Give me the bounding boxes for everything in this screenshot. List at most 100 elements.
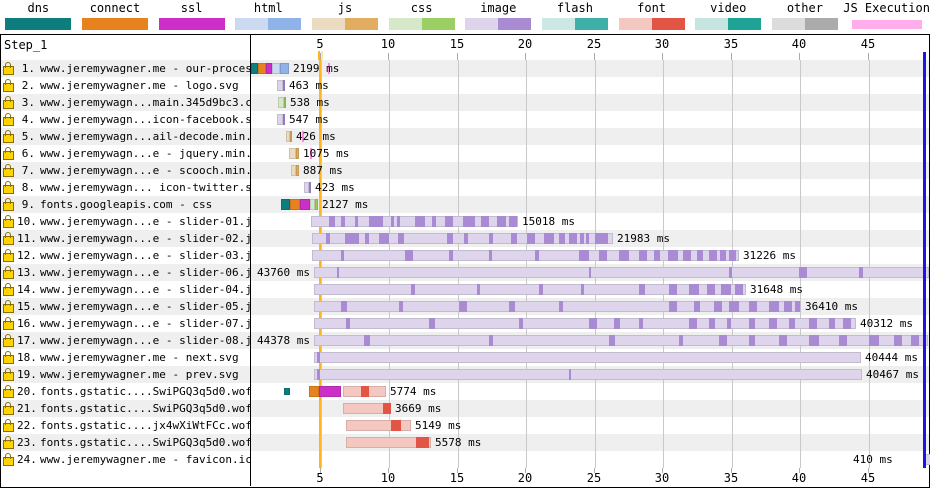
request-bar-area[interactable]: 3669 ms — [251, 400, 929, 417]
request-bar-area[interactable]: 2127 ms — [251, 196, 929, 213]
request-time-value: 410 ms — [853, 453, 893, 466]
legend-swatch-html — [235, 18, 302, 30]
request-label-cell[interactable]: 10. www.jeremywagn...e - slider-01.jpg — [1, 213, 251, 230]
request-url-label: fonts.googleapis.com - css — [40, 198, 213, 211]
request-label-cell[interactable]: 7. www.jeremywagn...e - scooch.min.js — [1, 162, 251, 179]
request-row-22: 22. fonts.gstatic....jx4wXiWtFCc.woff2 514… — [1, 417, 929, 434]
request-bar-area[interactable]: 5578 ms — [251, 434, 929, 451]
request-label-cell[interactable]: 12. www.jeremywagn...e - slider-03.jpg — [1, 247, 251, 264]
bar-segment-css1 — [278, 97, 284, 108]
bar-download-chunk — [463, 216, 475, 227]
request-bar-area[interactable]: 426 ms — [251, 128, 929, 145]
request-number: 10. — [17, 215, 37, 228]
request-bar-area[interactable]: 410 ms — [251, 451, 930, 468]
request-bar-area[interactable]: 40312 ms — [251, 315, 929, 332]
axis-tick-mark — [662, 53, 663, 60]
lock-icon — [3, 95, 14, 109]
bar-segment-js2 — [296, 148, 299, 159]
request-label-cell[interactable]: 17. www.jeremywagn...e - slider-08.jpg — [1, 332, 251, 349]
request-label-cell[interactable]: 15. www.jeremywagn...e - slider-05.jpg — [1, 298, 251, 315]
bar-download-chunk — [619, 250, 629, 261]
bar-segment-css1 — [310, 199, 315, 210]
request-label-cell[interactable]: 14. www.jeremywagn...e - slider-04.jpg — [1, 281, 251, 298]
request-label-cell[interactable]: 8. www.jeremywagn... icon-twitter.svg — [1, 179, 251, 196]
bar-download-chunk — [689, 318, 697, 329]
bar-download-chunk — [345, 233, 359, 244]
request-bar-area[interactable]: 43760 ms — [251, 264, 929, 281]
request-row-24: 24. www.jeremywagner.me - favicon.ico 410 … — [1, 451, 930, 468]
request-bar-area[interactable]: 463 ms — [251, 77, 929, 94]
bar-download-chunk — [809, 335, 819, 346]
request-number: 15. — [17, 300, 37, 313]
request-label-cell[interactable]: 4. www.jeremywagn...icon-facebook.svg — [1, 111, 251, 128]
request-time-value: 31226 ms — [743, 249, 796, 262]
bar-segment-img1 — [311, 216, 518, 227]
request-label-cell[interactable]: 21. fonts.gstatic....SwiPGQ3q5d0.woff2 — [1, 400, 251, 417]
axis-tick-mark — [868, 468, 869, 473]
request-bar-area[interactable]: 40444 ms — [251, 349, 929, 366]
bar-segment-css2 — [284, 97, 286, 108]
lock-icon — [3, 61, 14, 75]
request-bar-area[interactable]: 538 ms — [251, 94, 929, 111]
legend-item-label: image — [480, 1, 517, 15]
request-label-cell[interactable]: 16. www.jeremywagn...e - slider-07.jpg — [1, 315, 251, 332]
legend-swatch-js — [311, 18, 378, 30]
bar-download-chunk — [569, 369, 571, 380]
request-bar-area[interactable]: 1075 ms — [251, 145, 929, 162]
request-label-cell[interactable]: 22. fonts.gstatic....jx4wXiWtFCc.woff2 — [1, 417, 251, 434]
request-bar-area[interactable]: 2199 ms — [251, 60, 929, 77]
request-bar-area[interactable]: 44378 ms — [251, 332, 929, 349]
request-label-cell[interactable]: 9. fonts.googleapis.com - css — [1, 196, 251, 213]
request-label-cell[interactable]: 13. www.jeremywagn...e - slider-06.jpg — [1, 264, 251, 281]
request-number: 8. — [21, 181, 35, 194]
bar-download-chunk — [365, 233, 369, 244]
request-time-value: 423 ms — [315, 181, 355, 194]
request-bar-area[interactable]: 40467 ms — [251, 366, 929, 383]
request-label-cell[interactable]: 19. www.jeremywagner.me - prev.svg — [1, 366, 251, 383]
bar-download-chunk — [481, 216, 489, 227]
request-label-cell[interactable]: 23. fonts.gstatic....SwiPGQ3q5d0.woff2 — [1, 434, 251, 451]
request-url-label: www.jeremywagn...e - scooch.min.js — [40, 164, 251, 177]
bar-download-chunk — [364, 335, 370, 346]
request-bar-area[interactable]: 31648 ms — [251, 281, 929, 298]
request-bar-area[interactable]: 15018 ms — [251, 213, 929, 230]
request-label-cell[interactable]: 6. www.jeremywagn...e - jquery.min.js — [1, 145, 251, 162]
request-bar-area[interactable]: 31226 ms — [251, 247, 929, 264]
bar-download-chunk — [721, 284, 731, 295]
request-bar-area[interactable]: 887 ms — [251, 162, 929, 179]
legend-item-css: css — [383, 0, 460, 34]
request-bar-area[interactable]: 423 ms — [251, 179, 929, 196]
request-bar-area[interactable]: 21983 ms — [251, 230, 929, 247]
request-url-label: www.jeremywagn...e - slider-03.jpg — [40, 249, 251, 262]
request-label-cell[interactable]: 3. www.jeremywagn...main.345d9bc3.css — [1, 94, 251, 111]
request-label-cell[interactable]: 20. fonts.gstatic....SwiPGQ3q5d0.woff2 — [1, 383, 251, 400]
request-bar-area[interactable]: 36410 ms — [251, 298, 929, 315]
bar-download-chunk — [779, 335, 787, 346]
request-row-16: 16. www.jeremywagn...e - slider-07.jpg 403… — [1, 315, 929, 332]
bar-download-chunk — [341, 250, 344, 261]
axis-tick-mark — [525, 468, 526, 473]
request-bar-area[interactable]: 5149 ms — [251, 417, 929, 434]
request-row-13: 13. www.jeremywagn...e - slider-06.jpg 437… — [1, 264, 929, 281]
request-label-cell[interactable]: 18. www.jeremywagner.me - next.svg — [1, 349, 251, 366]
bar-download-chunk — [581, 284, 584, 295]
request-time-value: 3669 ms — [395, 402, 442, 415]
request-row-6: 6. www.jeremywagn...e - jquery.min.js 1075… — [1, 145, 929, 162]
legend-item-label: font — [637, 1, 667, 15]
request-bar-area[interactable]: 5774 ms — [251, 383, 929, 400]
request-label-cell[interactable]: 11. www.jeremywagn...e - slider-02.jpg — [1, 230, 251, 247]
request-label-cell[interactable]: 2. www.jeremywagner.me - logo.svg — [1, 77, 251, 94]
request-label-cell[interactable]: 24. www.jeremywagner.me - favicon.ico — [1, 451, 251, 468]
request-bar-area[interactable]: 547 ms — [251, 111, 929, 128]
bar-segment-img1 — [314, 369, 862, 380]
request-label-cell[interactable]: 1. www.jeremywagner.me - our-process — [1, 60, 251, 77]
lock-icon — [3, 350, 14, 364]
bar-segment-img1 — [314, 267, 929, 278]
request-label-cell[interactable]: 5. www.jeremywagn...ail-decode.min.js — [1, 128, 251, 145]
legend-swatch-video — [695, 18, 762, 30]
request-url-label: www.jeremywagner.me - next.svg — [40, 351, 239, 364]
bar-segment-img1 — [314, 352, 861, 363]
legend-swatch-image — [465, 18, 532, 30]
bar-segment-js2 — [296, 165, 299, 176]
swatch-light-half — [5, 18, 39, 30]
